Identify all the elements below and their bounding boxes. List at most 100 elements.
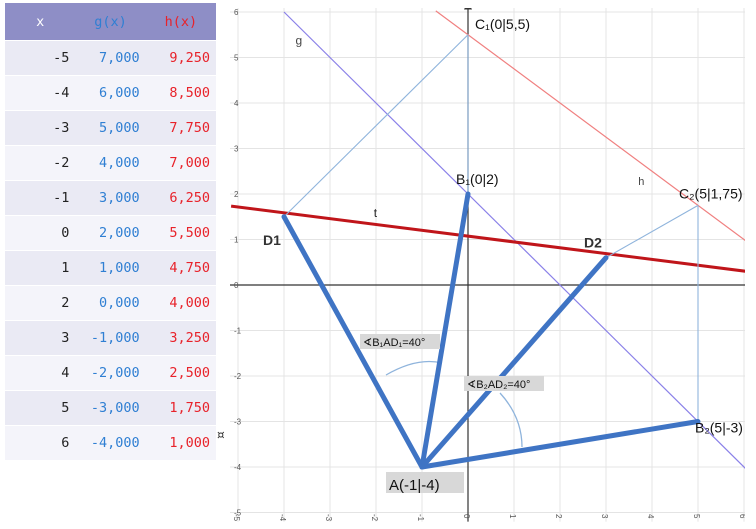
line-h (435, 10, 745, 241)
label-angle-1: ∢B₁AD₁=40° (363, 337, 425, 349)
cell-g: -4,000 (75, 425, 146, 461)
table-row[interactable]: 5 -3,000 1,750 (5, 390, 216, 426)
cell-g: 6,000 (75, 75, 146, 111)
cell-x: -3 (5, 110, 76, 146)
x-tick-label: 2 (554, 514, 563, 519)
cell-h: 1,000 (145, 425, 216, 461)
table-row[interactable]: -5 7,000 9,250 (5, 40, 216, 76)
tick-labels: -5 -4 -3 -2 -1 0 1 2 3 4 5 6 -5 -4 -3 -2 -1 0 1 2 3 4 5 6 (232, 8, 745, 522)
cell-g: -2,000 (75, 355, 146, 391)
y-axis-arrow (464, 8, 472, 10)
cell-g: 7,000 (75, 40, 146, 76)
cell-h: 5,500 (145, 215, 216, 251)
table-row[interactable]: 0 2,000 5,500 (5, 215, 216, 251)
construction-d1-c1 (283, 34, 469, 218)
label-b2: B₂(5|-3) (695, 420, 743, 436)
header-x[interactable]: x (5, 3, 76, 41)
table-row[interactable]: 6 -4,000 1,000 (5, 425, 216, 461)
y-tick-label: 4 (234, 99, 239, 108)
x-tick-label: -3 (324, 514, 333, 522)
label-angle-2: ∢B₂AD₂=40° (467, 379, 530, 391)
y-tick-label: -3 (234, 418, 242, 427)
function-lines: g h t (230, 10, 745, 469)
grid (230, 8, 745, 522)
header-g[interactable]: g(x) (75, 3, 146, 41)
x-tick-label: -4 (278, 514, 287, 522)
label-c2: C₂(5|1,75) (679, 185, 743, 201)
y-tick-label: 3 (234, 145, 239, 154)
cell-h: 8,500 (145, 75, 216, 111)
cell-x: 1 (5, 250, 76, 286)
point-labels: C₁(0|5,5) B₁(0|2) C₂(5|1,75) B₂(5|-3) D1 D2 A(… (263, 16, 743, 494)
angle-arc-2 (499, 392, 523, 448)
x-tick-label: 3 (600, 514, 609, 519)
label-c1: C₁(0|5,5) (475, 16, 530, 32)
table-row[interactable]: 4 -2,000 2,500 (5, 355, 216, 391)
table-row[interactable]: 2 0,000 4,000 (5, 285, 216, 321)
x-tick-label: 4 (646, 514, 655, 519)
table-row[interactable]: 3 -1,000 3,250 (5, 320, 216, 356)
cell-h: 4,750 (145, 250, 216, 286)
cell-g: 4,000 (75, 145, 146, 181)
tangent-line-t (230, 204, 745, 273)
cell-h: 9,250 (145, 40, 216, 76)
cell-g: 2,000 (75, 215, 146, 251)
y-tick-label: 2 (234, 190, 239, 199)
table-row[interactable]: -2 4,000 7,000 (5, 145, 216, 181)
graph-view[interactable]: -5 -4 -3 -2 -1 0 1 2 3 4 5 6 -5 -4 -3 -2 -1 0 1 2 3 4 5 6 g h t C… (230, 8, 745, 524)
segment-a-b1 (419, 191, 471, 470)
table-row[interactable]: 1 1,000 4,750 (5, 250, 216, 286)
table-row[interactable]: -4 6,000 8,500 (5, 75, 216, 111)
table-header-row: x g(x) h(x) (5, 3, 216, 41)
construction-d2-c2 (605, 204, 699, 259)
cell-x: 4 (5, 355, 76, 391)
cell-x: 2 (5, 285, 76, 321)
cell-g: 5,000 (75, 110, 146, 146)
cell-x: 6 (5, 425, 76, 461)
label-a: A(-1|-4) (389, 477, 440, 494)
segment-a-d2 (419, 255, 609, 470)
y-tick-label: -1 (234, 327, 242, 336)
cell-x: 5 (5, 390, 76, 426)
line-g (283, 11, 745, 469)
y-tick-label: -2 (234, 372, 242, 381)
label-angle-2-bg (464, 376, 544, 391)
x-tick-label: 5 (692, 514, 701, 519)
cell-x: -1 (5, 180, 76, 216)
label-d2: D2 (584, 235, 602, 251)
table-body: -5 7,000 9,250 -4 6,000 8,500 -3 5,000 7,750 -2 4,… (5, 40, 216, 461)
y-tick-label: 0 (234, 281, 239, 290)
cell-g: -3,000 (75, 390, 146, 426)
table-row[interactable]: -3 5,000 7,750 (5, 110, 216, 146)
cell-x: -2 (5, 145, 76, 181)
label-a-bg (386, 472, 464, 493)
y-tick-label: 1 (234, 236, 239, 245)
x-tick-label: -5 (232, 514, 241, 522)
cell-g: -1,000 (75, 320, 146, 356)
x-tick-label: -2 (370, 514, 379, 522)
stray-mark: ¤ (217, 428, 225, 442)
segment-a-b2 (419, 419, 701, 470)
cell-g: 3,000 (75, 180, 146, 216)
angle-arc-1 (385, 360, 443, 376)
axes (230, 8, 745, 522)
x-tick-label: 0 (462, 514, 471, 519)
cell-h: 1,750 (145, 390, 216, 426)
cell-h: 7,000 (145, 145, 216, 181)
x-tick-label: -1 (416, 514, 425, 522)
y-tick-label: 5 (234, 54, 239, 63)
cell-h: 2,500 (145, 355, 216, 391)
cell-h: 6,250 (145, 180, 216, 216)
label-g: g (296, 33, 303, 47)
label-angle-1-bg (360, 334, 440, 349)
y-tick-label: 6 (234, 8, 239, 17)
cell-x: -4 (5, 75, 76, 111)
label-t: t (374, 206, 378, 220)
cell-x: 3 (5, 320, 76, 356)
table-row[interactable]: -1 3,000 6,250 (5, 180, 216, 216)
cell-h: 7,750 (145, 110, 216, 146)
header-h[interactable]: h(x) (145, 3, 216, 41)
cell-g: 1,000 (75, 250, 146, 286)
label-d1: D1 (263, 232, 281, 248)
y-tick-label: -4 (234, 463, 242, 472)
